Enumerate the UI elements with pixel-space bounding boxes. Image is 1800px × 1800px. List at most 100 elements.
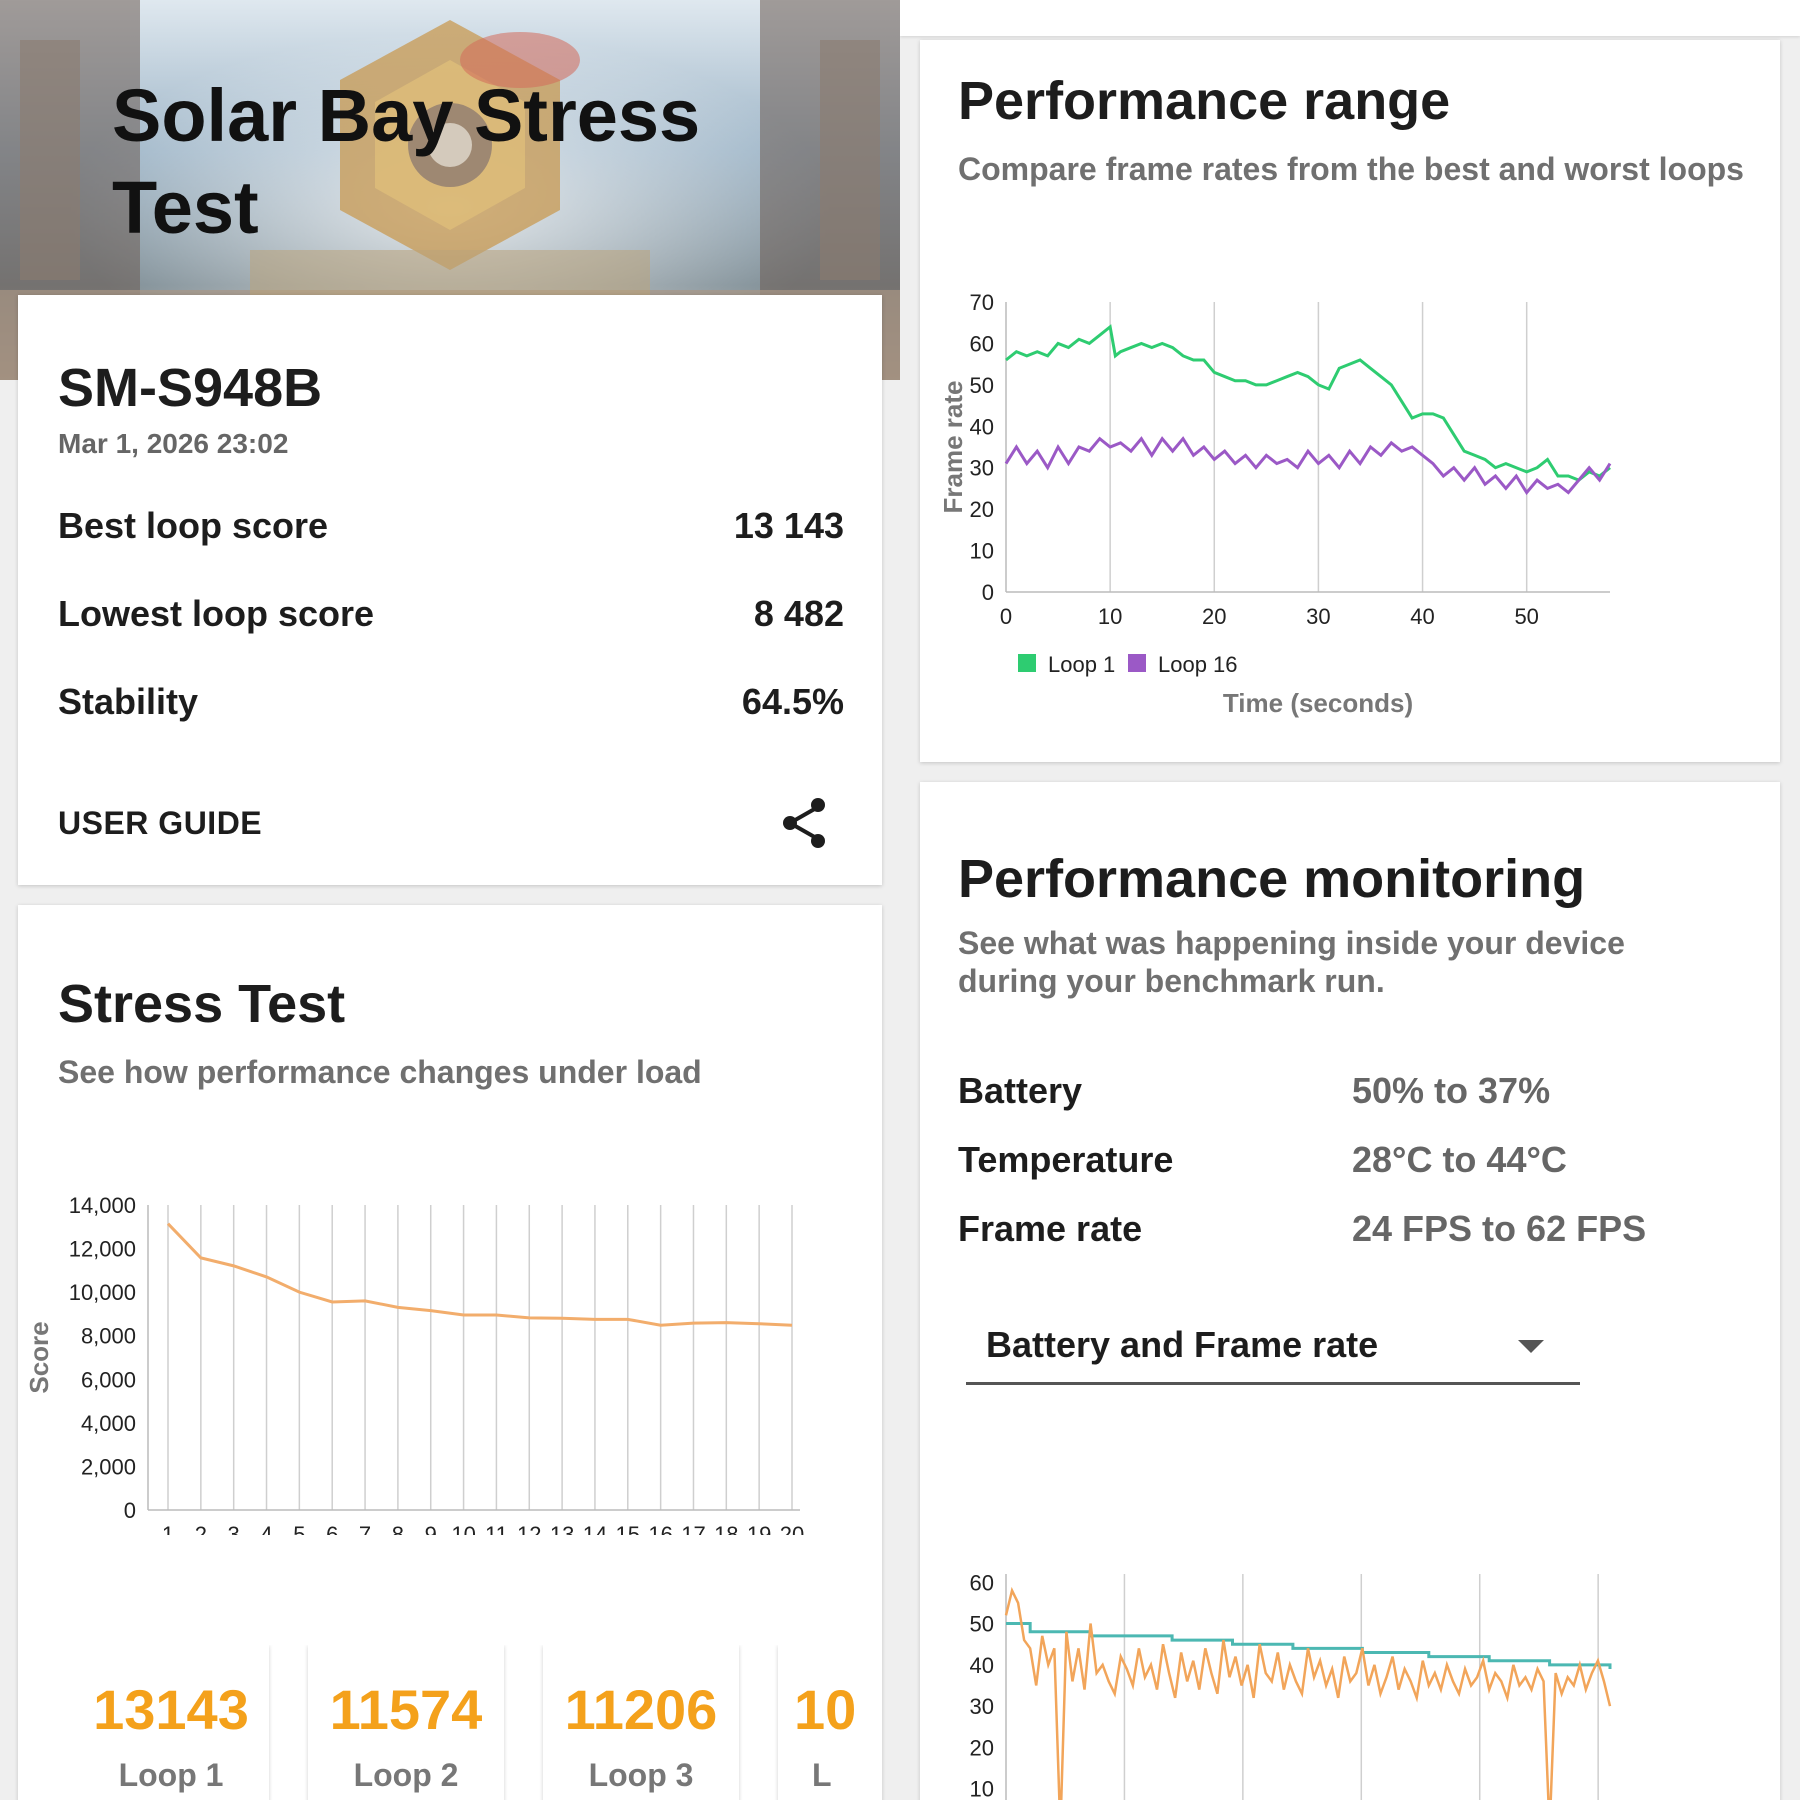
monitor-label: Battery (958, 1070, 1083, 1111)
y-tick-label: 60 (970, 1570, 994, 1595)
loop-label: Loop 1 (118, 1757, 224, 1793)
x-tick-label: 7 (359, 1522, 371, 1535)
x-tick-label: 0 (1000, 604, 1012, 629)
run-date: Mar 1, 2026 23:02 (58, 428, 289, 459)
loop-tile[interactable]: 11574 Loop 2 (308, 1645, 504, 1800)
y-tick-label: 8,000 (81, 1324, 136, 1349)
range-title: Performance range (958, 71, 1451, 131)
x-tick-label: 8 (392, 1522, 404, 1535)
stat-label: Best loop score (58, 505, 329, 546)
y-tick-label: 4,000 (81, 1411, 136, 1436)
x-tick-label: 1 (162, 1522, 174, 1535)
stat-label: Stability (58, 681, 199, 722)
series-line-battery (1006, 1622, 1612, 1669)
x-tick-label: 5 (293, 1522, 305, 1535)
loop-label: L (812, 1757, 832, 1793)
stat-value: 13 143 (733, 505, 844, 546)
y-tick-label: 30 (970, 456, 994, 481)
x-tick-label: 6 (326, 1522, 338, 1535)
x-tick-label: 20 (780, 1522, 804, 1535)
x-tick-label: 40 (1410, 604, 1434, 629)
x-tick-label: 10 (1098, 604, 1122, 629)
y-tick-label: 50 (970, 1612, 994, 1637)
y-tick-label: 0 (982, 580, 994, 605)
stat-value: 64.5% (741, 681, 844, 722)
loop-tile[interactable]: 11206 Loop 3 (543, 1645, 739, 1800)
loop-label: Loop 2 (353, 1757, 459, 1793)
y-tick-label: 10,000 (69, 1280, 136, 1305)
range-subtitle: Compare frame rates from the best and wo… (958, 151, 1744, 187)
dropdown-selected-value: Battery and Frame rate (986, 1324, 1379, 1365)
x-tick-label: 18 (714, 1522, 738, 1535)
device-summary-card: SM-S948B Mar 1, 2026 23:02 Best loop sco… (18, 295, 882, 885)
monitor-subtitle: See what was happening inside your devic… (958, 925, 1625, 999)
y-tick-label: 70 (970, 290, 994, 315)
user-guide-button[interactable]: USER GUIDE (58, 805, 263, 841)
loop-tile[interactable]: 13143 Loop 1 (73, 1645, 269, 1800)
loop-score: 11574 (329, 1678, 483, 1741)
y-tick-label: 40 (970, 414, 994, 439)
x-tick-label: 3 (228, 1522, 240, 1535)
x-tick-label: 4 (260, 1522, 272, 1535)
x-tick-label: 14 (583, 1522, 607, 1535)
chevron-down-icon (1518, 1340, 1544, 1353)
loop-tile[interactable]: 10 L (778, 1645, 863, 1800)
share-icon (783, 798, 825, 848)
performance-range-card: Performance range Compare frame rates fr… (920, 40, 1780, 762)
monitor-label: Frame rate (958, 1208, 1143, 1249)
monitor-value: 28°C to 44°C (1352, 1139, 1567, 1180)
monitor-frame-rate: Frame rate 24 FPS to 62 FPS (958, 1208, 1758, 1258)
series-line-frame-rate (1004, 1586, 1612, 1800)
left-panel: Solar Bay Stress Test SM-S948B Mar 1, 20… (0, 0, 900, 1800)
y-tick-label: 0 (124, 1498, 136, 1523)
performance-monitoring-card: Performance monitoring See what was happ… (920, 782, 1780, 1800)
y-tick-label: 10 (970, 539, 994, 564)
stat-stability: Stability 64.5% (58, 681, 844, 731)
y-tick-label: 12,000 (69, 1237, 136, 1262)
y-tick-label: 20 (970, 1735, 994, 1760)
y-axis-title: Frame rate (938, 381, 968, 514)
stress-subtitle: See how performance changes under load (58, 1054, 702, 1090)
monitor-value: 24 FPS to 62 FPS (1352, 1208, 1647, 1249)
stat-value: 8 482 (753, 593, 844, 634)
loop-score: 13143 (93, 1678, 249, 1741)
chart-metric-dropdown[interactable]: Battery and Frame rate (966, 1302, 1580, 1385)
stress-score-chart: 1 2 3 4 5 6 7 8 9 10 11 12 13 14 15 16 17 18 19 2002,0004,0… (24, 1193, 804, 1535)
loop-score: 10 (794, 1678, 857, 1741)
y-axis-title: Score (24, 1321, 54, 1393)
stress-title: Stress Test (58, 974, 346, 1034)
x-tick-label: 16 (648, 1522, 672, 1535)
right-panel: Performance range Compare frame rates fr… (900, 0, 1800, 1800)
x-tick-label: 12 (517, 1522, 541, 1535)
legend-swatch (1018, 654, 1036, 672)
y-tick-label: 20 (970, 497, 994, 522)
page-title: Solar Bay Stress Test (112, 74, 701, 249)
legend-label: Loop 16 (1158, 652, 1238, 677)
x-tick-label: 15 (616, 1522, 640, 1535)
loop-score: 11206 (564, 1678, 718, 1741)
loop-score-tiles: 13143 Loop 1 11574 Loop 2 11206 Loop 3 1… (73, 1645, 863, 1800)
x-tick-label: 10 (451, 1522, 475, 1535)
y-tick-label: 6,000 (81, 1367, 136, 1392)
y-tick-label: 14,000 (69, 1193, 136, 1218)
x-tick-label: 17 (681, 1522, 705, 1535)
share-button[interactable] (778, 795, 832, 851)
x-tick-label: 11 (485, 1522, 508, 1535)
x-tick-label: 20 (1202, 604, 1226, 629)
x-tick-label: 13 (550, 1522, 574, 1535)
score-series-line (166, 1222, 793, 1327)
monitor-label: Temperature (958, 1139, 1174, 1180)
x-tick-label: 9 (425, 1522, 437, 1535)
series-line-loop-16 (1004, 436, 1612, 496)
stress-test-card: Stress Test See how performance changes … (18, 905, 882, 1800)
legend-swatch (1128, 654, 1146, 672)
device-name: SM-S948B (58, 358, 323, 418)
x-tick-label: 2 (195, 1522, 207, 1535)
y-tick-label: 40 (970, 1653, 994, 1678)
top-bar (900, 0, 1800, 36)
series-line-loop-1 (1005, 324, 1611, 482)
stat-label: Lowest loop score (58, 593, 375, 634)
monitor-value: 50% to 37% (1352, 1070, 1551, 1111)
stat-best-loop: Best loop score 13 143 (58, 505, 844, 555)
stat-lowest-loop: Lowest loop score 8 482 (58, 593, 844, 643)
